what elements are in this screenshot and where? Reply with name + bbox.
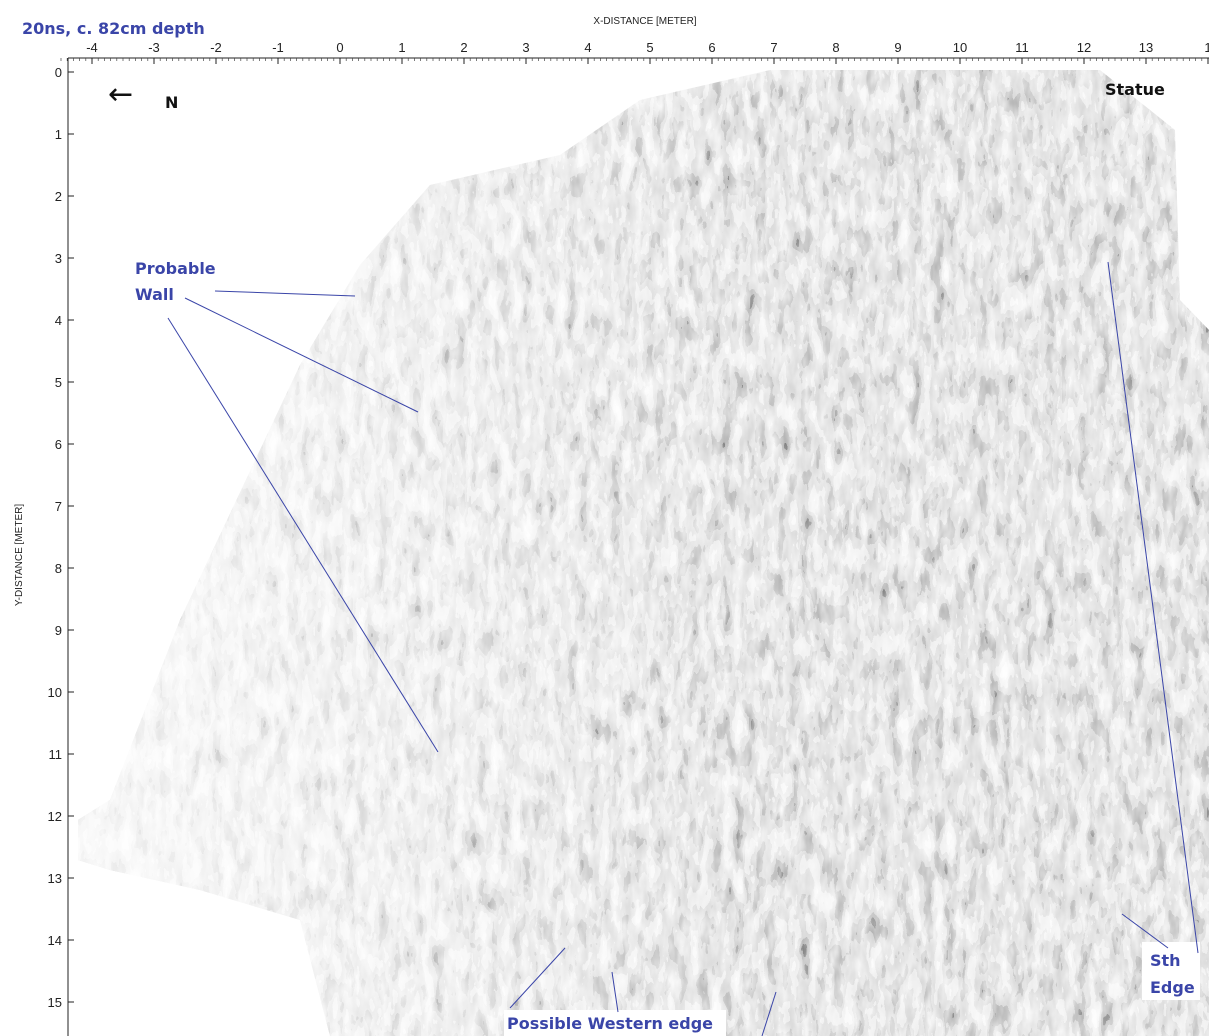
y-tick-label: 7 — [55, 499, 62, 514]
x-tick-label: 12 — [1077, 40, 1091, 55]
chart-title: 20ns, c. 82cm depth — [22, 19, 205, 38]
western-edge-leader-3 — [761, 991, 777, 1036]
x-tick-label: -3 — [148, 40, 160, 55]
probable-wall-label-line2: Wall — [135, 285, 174, 304]
statue-label: Statue — [1105, 80, 1165, 99]
western-edge-label-bg — [504, 1010, 726, 1036]
south-edge-label-line1: Sth — [1150, 951, 1181, 970]
y-axis-title: Y-DISTANCE [METER] — [14, 504, 25, 606]
y-tick-label: 14 — [48, 933, 62, 948]
south-edge-annotation: Sth Edge — [1107, 261, 1200, 1000]
x-tick-label: 9 — [894, 40, 901, 55]
gpr-amplitude-raster — [78, 70, 1209, 1036]
x-tick-label: 6 — [708, 40, 715, 55]
y-tick-label: 6 — [55, 437, 62, 452]
north-indicator: ← N — [108, 77, 178, 112]
y-tick-label: 8 — [55, 561, 62, 576]
y-tick-label: 11 — [49, 747, 63, 762]
y-tick-label: 9 — [55, 623, 62, 638]
x-tick-label: 2 — [460, 40, 467, 55]
south-edge-leader-1 — [1107, 261, 1199, 954]
x-axis-tick-labels: -4 -3 -2 -1 0 1 2 3 4 5 6 7 8 9 10 11 12 13 1 — [86, 40, 1209, 64]
x-tick-label: -4 — [86, 40, 98, 55]
x-tick-label: 11 — [1015, 40, 1029, 55]
x-axis-title: X-DISTANCE [METER] — [593, 16, 696, 27]
probable-wall-leader-3 — [167, 317, 439, 753]
x-tick-label: -2 — [210, 40, 222, 55]
y-tick-label: 13 — [48, 871, 62, 886]
x-tick-label: 8 — [832, 40, 839, 55]
x-axis: -4 -3 -2 -1 0 1 2 3 4 5 6 7 8 9 10 11 12 13 1 X-DISTANCE [… — [60, 16, 1209, 64]
x-tick-label: 1 — [1204, 40, 1209, 55]
probable-wall-annotation: Probable Wall — [135, 259, 439, 753]
probable-wall-leader-1 — [214, 290, 356, 297]
y-tick-label: 10 — [48, 685, 62, 700]
south-edge-label-bg — [1142, 942, 1200, 1000]
x-tick-label: 13 — [1139, 40, 1153, 55]
south-edge-label-line2: Edge — [1150, 978, 1195, 997]
y-tick-label: 5 — [55, 375, 62, 390]
x-tick-label: -1 — [272, 40, 284, 55]
x-tick-label: 1 — [398, 40, 405, 55]
western-edge-leader-1 — [509, 947, 566, 1009]
y-tick-label: 0 — [55, 65, 62, 80]
y-tick-label: 3 — [55, 251, 62, 266]
north-label: N — [165, 93, 178, 112]
x-tick-label: 10 — [953, 40, 967, 55]
y-tick-label: 4 — [55, 313, 62, 328]
x-tick-label: 3 — [522, 40, 529, 55]
probable-wall-leader-2 — [184, 297, 419, 413]
x-tick-label: 0 — [336, 40, 343, 55]
y-tick-label: 15 — [48, 995, 62, 1010]
north-arrow-icon: ← — [108, 77, 133, 112]
western-edge-annotation: Possible Western edge — [504, 947, 777, 1036]
probable-wall-label-line1: Probable — [135, 259, 216, 278]
y-tick-label: 12 — [48, 809, 62, 824]
western-edge-label: Possible Western edge — [507, 1014, 713, 1033]
x-tick-label: 7 — [770, 40, 777, 55]
western-edge-leader-2 — [611, 971, 619, 1013]
y-tick-label: 1 — [55, 127, 62, 142]
y-tick-label: 2 — [55, 189, 62, 204]
x-tick-label: 5 — [646, 40, 653, 55]
south-edge-leader-2 — [1121, 913, 1169, 949]
x-tick-label: 4 — [584, 40, 591, 55]
